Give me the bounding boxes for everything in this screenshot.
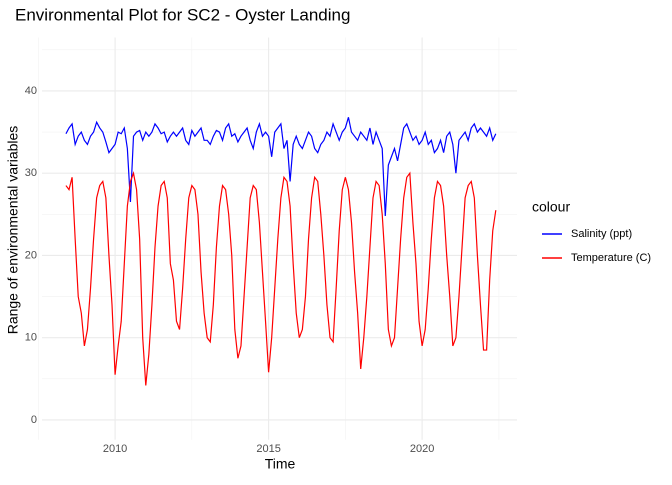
legend-label: Temperature (C) xyxy=(571,252,651,264)
x-tick-label: 2015 xyxy=(256,443,280,455)
y-tick-label: 20 xyxy=(25,249,37,261)
series-line xyxy=(65,170,497,386)
legend-label: Salinity (ppt) xyxy=(571,228,632,240)
y-tick-label: 30 xyxy=(25,167,37,179)
series-line xyxy=(65,117,497,217)
y-axis-label: Range of environmental variables xyxy=(5,126,21,335)
x-tick-label: 2020 xyxy=(410,443,434,455)
x-axis-label: Time xyxy=(265,456,296,472)
x-tick-label: 2010 xyxy=(103,443,127,455)
y-tick-label: 40 xyxy=(25,85,37,97)
legend-title: colour xyxy=(532,199,570,215)
y-tick-label: 0 xyxy=(31,414,37,426)
chart-title: Environmental Plot for SC2 - Oyster Land… xyxy=(15,5,350,24)
y-tick-label: 10 xyxy=(25,332,37,344)
